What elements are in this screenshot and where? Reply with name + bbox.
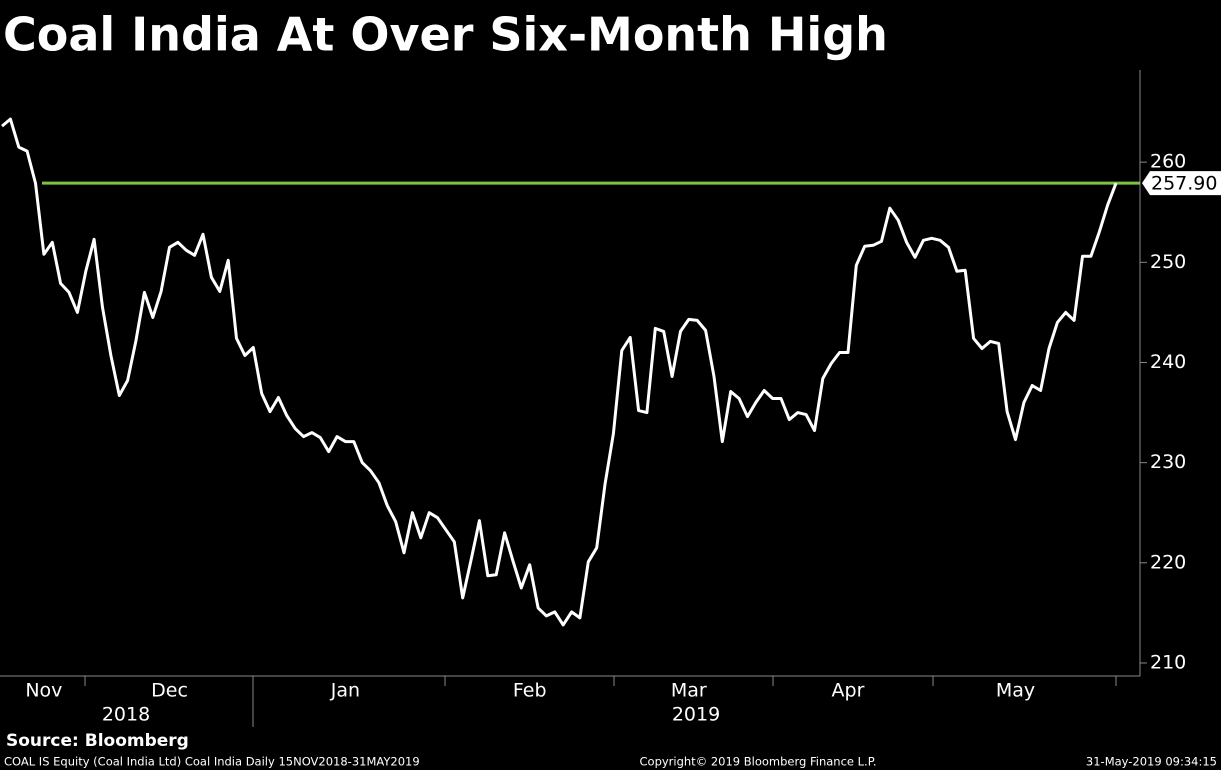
x-tick-label: Jan	[330, 680, 360, 702]
month-separators	[84, 676, 1117, 727]
chart-title: Coal India At Over Six-Month High	[3, 8, 888, 62]
y-tick-label: 250	[1150, 251, 1186, 273]
year-label: 2019	[672, 704, 720, 726]
source: Source: Bloomberg	[6, 731, 189, 751]
timestamp: 31-May-2019 09:34:15	[1086, 755, 1217, 769]
x-tick-label: Nov	[25, 680, 62, 702]
y-tick-label: 220	[1150, 551, 1186, 573]
y-tick-label: 210	[1150, 651, 1186, 673]
year-label: 2018	[102, 704, 150, 726]
y-tick-label: 230	[1150, 451, 1186, 473]
value-tag	[1142, 171, 1221, 196]
x-tick-label: May	[996, 680, 1035, 702]
value-tag-label: 257.90	[1151, 173, 1217, 195]
x-tick-label: Mar	[671, 680, 707, 702]
x-tick-label: Dec	[151, 680, 188, 702]
line-series	[1, 117, 1118, 627]
y-tick-label: 260	[1150, 151, 1186, 173]
copyright: Copyright© 2019 Bloomberg Finance L.P.	[640, 755, 877, 769]
y-tick-label: 240	[1150, 351, 1186, 373]
x-tick-label: Apr	[832, 680, 865, 702]
footnote: COAL IS Equity (Coal India Ltd) Coal Ind…	[4, 755, 420, 769]
x-tick-label: Feb	[513, 680, 547, 702]
